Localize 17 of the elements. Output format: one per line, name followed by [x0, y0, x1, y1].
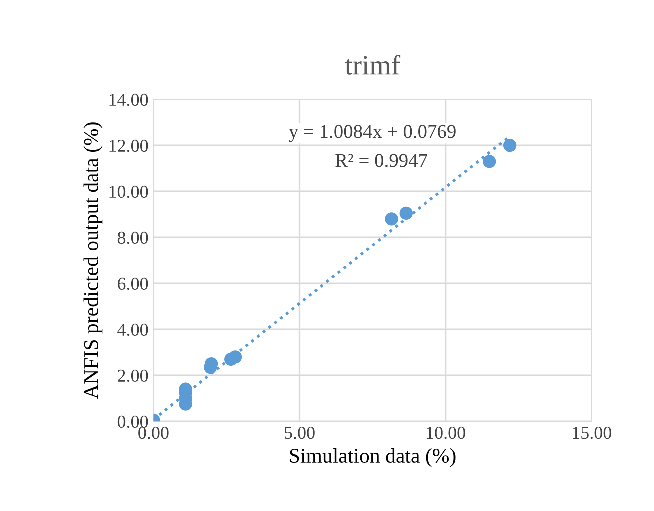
y-tick-label: 4.00	[118, 324, 148, 336]
x-axis-title: Simulation data (%)	[290, 448, 456, 468]
y-tick-label: 8.00	[118, 232, 148, 244]
chart-title: trimf	[345, 55, 401, 75]
x-tick-label: 10.00	[427, 426, 466, 440]
y-tick-label: 10.00	[110, 186, 148, 198]
x-tick-label: 0.00	[138, 426, 169, 440]
y-tick-label: 0.00	[118, 416, 148, 428]
y-tick-label: 6.00	[118, 278, 148, 290]
x-tick-label: 15.00	[573, 426, 612, 440]
y-tick-label: 2.00	[118, 370, 148, 382]
annotation: R² = 0.9947	[336, 154, 428, 168]
x-tick-label: 5.00	[285, 426, 315, 440]
y-tick-label: 12.00	[110, 140, 148, 152]
y-axis-title: ANFIS predicted output data (%)	[84, 122, 103, 400]
y-tick-label: 14.00	[110, 94, 148, 106]
annotation: y = 1.0084x + 0.0769	[289, 125, 456, 142]
